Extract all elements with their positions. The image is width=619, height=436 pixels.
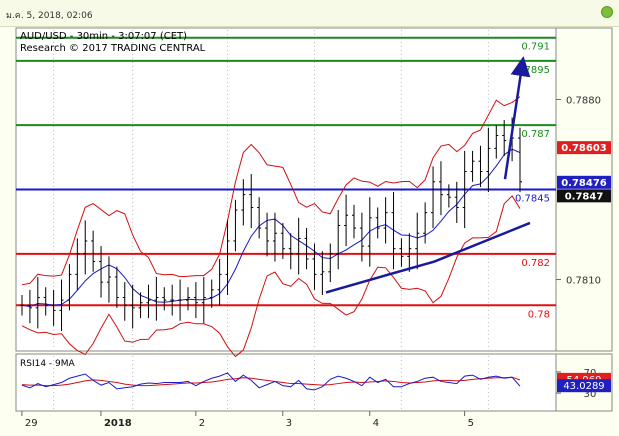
price-badge [557,189,611,203]
rsi-tick-label: 30 [584,389,597,400]
x-tick-label: 4 [373,418,379,429]
level-label: 0.7895 [515,65,550,76]
forecast-arrow [503,56,531,180]
level-label: 0.791 [521,42,550,53]
maximize-icon[interactable] [601,6,613,18]
price-tick-label: 0.7810 [566,276,601,287]
level-label: 0.787 [521,129,550,140]
price-badge [557,141,611,155]
x-tick-label: 3 [286,418,292,429]
level-label: 0.7845 [515,194,550,205]
trend-line [325,221,531,294]
x-tick-label: 5 [468,418,474,429]
rsi-ma-line [21,376,521,387]
level-label: 0.782 [521,258,550,269]
rsi-badge [557,379,611,393]
rsi-badge-label: 43.0289 [563,381,604,392]
rsi-title: RSI14 - 9MA [20,359,76,369]
window-datetime: ม.ค. 5, 2018, 02:06 [6,11,93,21]
bollinger-lower [21,195,521,358]
x-tick-label: 2018 [104,418,132,429]
rsi-line [21,372,521,391]
price-badge-label: 0.78603 [561,143,607,154]
price-badge-label: 0.7847 [565,191,604,202]
window-titlebar: ม.ค. 5, 2018, 02:06 [0,0,619,27]
level-label: 0.78 [528,309,550,320]
chart-title: AUD/USD - 30min - 3:07:07 (CET) [20,31,187,42]
moving-average [21,148,521,308]
price-tick-label: 0.7880 [566,95,601,106]
chart-subtitle: Research © 2017 TRADING CENTRAL [20,43,206,54]
bollinger-upper [21,96,521,286]
x-tick-label: 2 [199,418,205,429]
x-tick-label: 29 [25,418,38,429]
price-badge-label: 0.78476 [561,178,607,189]
price-badge [557,175,611,189]
